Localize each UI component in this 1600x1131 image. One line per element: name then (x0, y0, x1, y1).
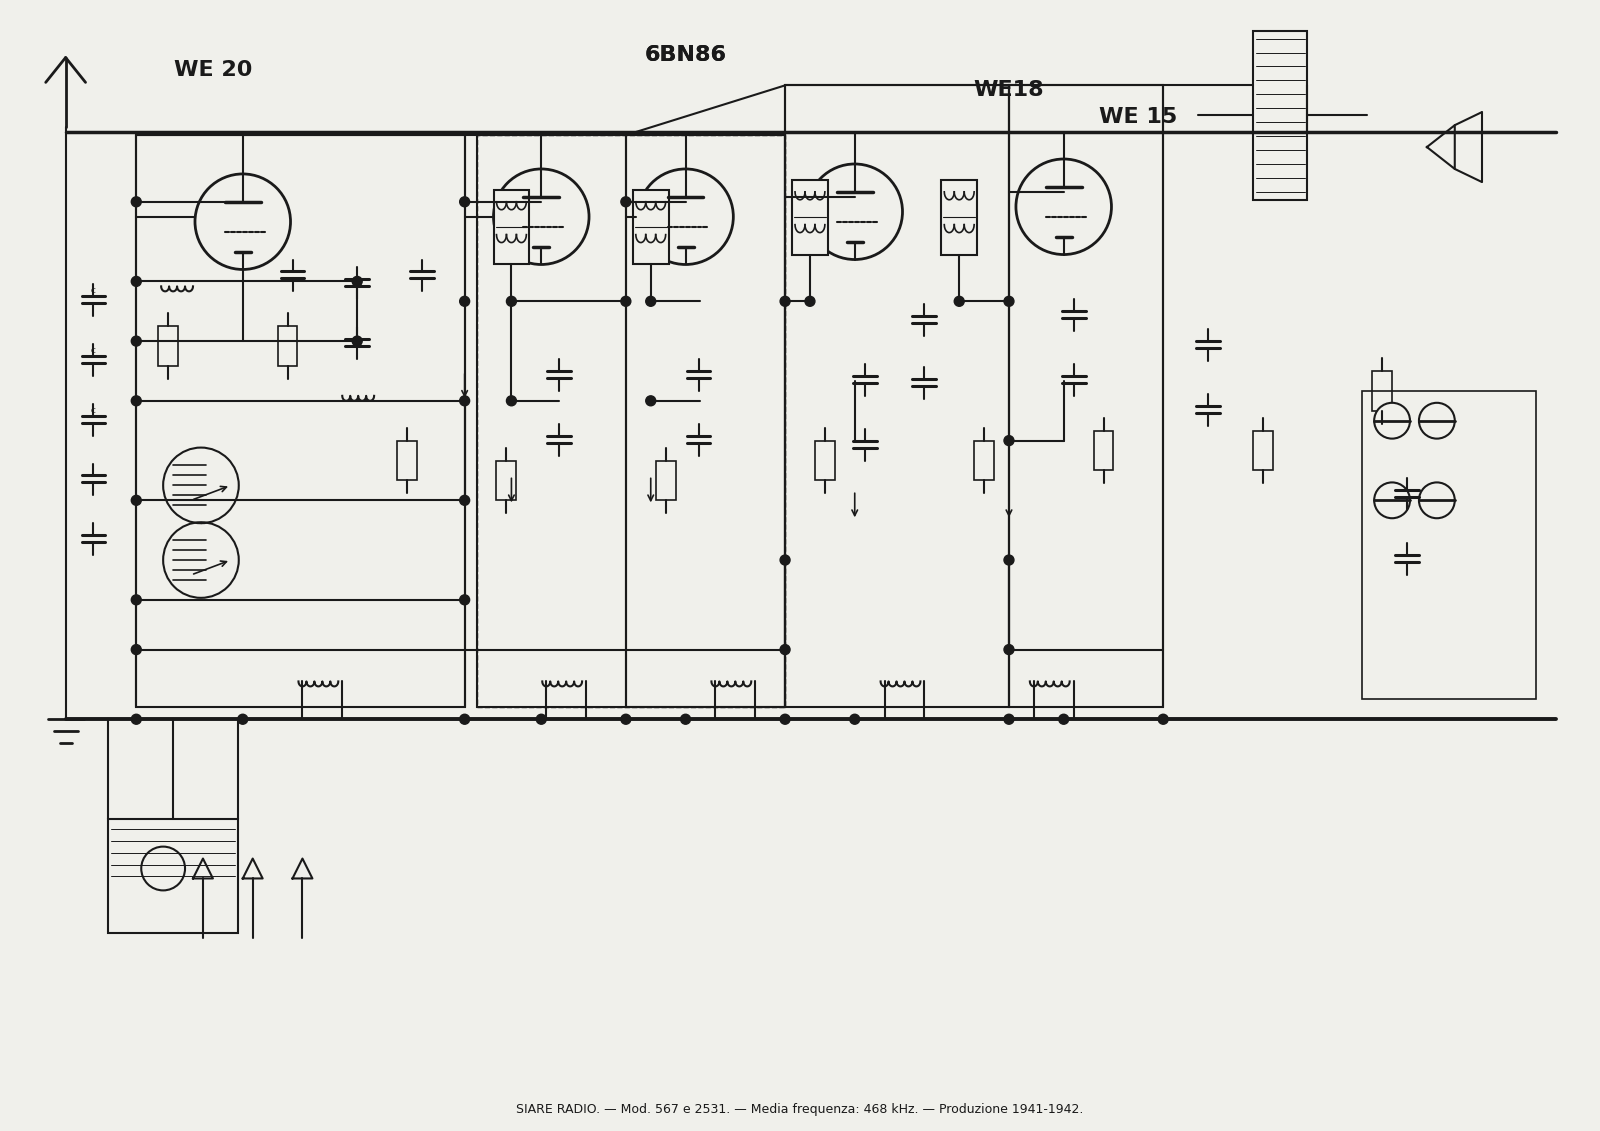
Bar (397, 441, 418, 481)
Circle shape (131, 645, 141, 655)
Circle shape (621, 715, 630, 724)
Circle shape (131, 595, 141, 605)
Bar (1253, 431, 1272, 470)
Circle shape (131, 276, 141, 286)
Bar (1093, 431, 1114, 470)
Circle shape (1003, 555, 1014, 566)
Circle shape (680, 715, 691, 724)
Circle shape (459, 495, 470, 506)
Circle shape (805, 296, 814, 307)
Bar (158, 326, 178, 366)
Circle shape (1059, 715, 1069, 724)
Circle shape (1374, 483, 1410, 518)
Bar (626, 135, 786, 707)
Circle shape (459, 715, 470, 724)
Bar (109, 819, 238, 933)
Circle shape (131, 715, 141, 724)
Circle shape (195, 174, 291, 269)
Circle shape (131, 197, 141, 207)
Text: 6BN86: 6BN86 (645, 44, 726, 64)
Circle shape (493, 169, 589, 265)
Text: 6BN86: 6BN86 (645, 44, 726, 64)
Circle shape (507, 296, 517, 307)
Circle shape (638, 169, 733, 265)
Circle shape (1003, 435, 1014, 446)
Circle shape (806, 164, 902, 259)
Circle shape (238, 715, 248, 724)
Circle shape (646, 296, 656, 307)
Circle shape (459, 296, 470, 307)
Text: C: C (91, 408, 96, 414)
Circle shape (621, 296, 630, 307)
Bar (814, 441, 835, 481)
Circle shape (621, 197, 630, 207)
Circle shape (131, 336, 141, 346)
Circle shape (459, 197, 470, 207)
Text: WE 15: WE 15 (1099, 107, 1178, 127)
Circle shape (352, 276, 362, 286)
Circle shape (781, 555, 790, 566)
Circle shape (781, 645, 790, 655)
Circle shape (352, 336, 362, 346)
Bar (277, 326, 298, 366)
Bar (1362, 391, 1536, 699)
Circle shape (781, 296, 790, 307)
Text: SIARE RADIO. — Mod. 567 e 2531. — Media frequenza: 468 kHz. — Produzione 1941-19: SIARE RADIO. — Mod. 567 e 2531. — Media … (517, 1103, 1083, 1116)
Bar (656, 460, 675, 500)
Circle shape (1003, 645, 1014, 655)
Bar (496, 460, 517, 500)
Circle shape (1016, 159, 1112, 254)
Circle shape (1158, 715, 1168, 724)
Circle shape (536, 715, 546, 724)
Circle shape (507, 396, 517, 406)
Bar (1373, 371, 1392, 411)
Bar (974, 441, 994, 481)
Circle shape (459, 595, 470, 605)
Circle shape (459, 396, 470, 406)
Circle shape (646, 396, 656, 406)
Circle shape (850, 715, 859, 724)
Circle shape (131, 396, 141, 406)
Circle shape (1003, 715, 1014, 724)
Circle shape (1419, 483, 1454, 518)
Bar (477, 135, 786, 707)
Circle shape (781, 715, 790, 724)
Bar (786, 85, 1010, 707)
Circle shape (1419, 403, 1454, 439)
Circle shape (1003, 296, 1014, 307)
Bar (941, 180, 978, 254)
Bar (634, 190, 669, 265)
Circle shape (131, 495, 141, 506)
Text: C: C (91, 288, 96, 294)
Bar (477, 135, 786, 707)
Bar (136, 135, 464, 707)
Circle shape (1374, 403, 1410, 439)
Bar (1253, 31, 1307, 200)
Bar (792, 180, 827, 254)
Text: WE18: WE18 (974, 80, 1045, 101)
Bar (1010, 85, 1163, 707)
Text: C: C (91, 348, 96, 354)
Bar (493, 190, 530, 265)
Text: WE 20: WE 20 (174, 60, 253, 80)
Circle shape (954, 296, 965, 307)
